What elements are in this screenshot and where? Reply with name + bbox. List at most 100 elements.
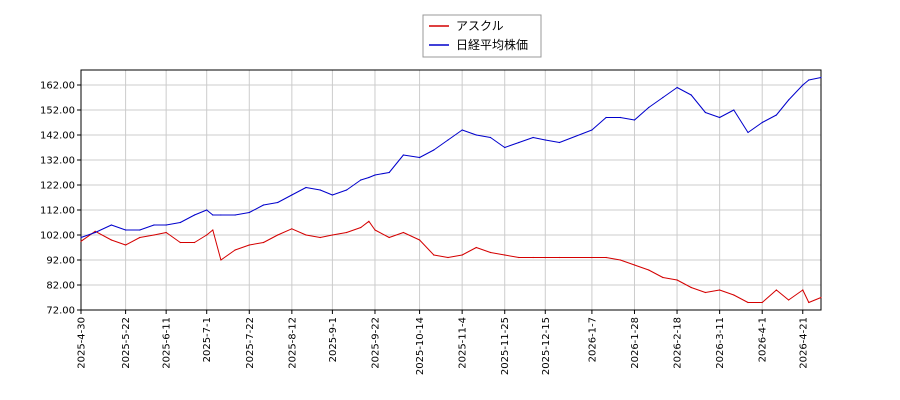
data-point (94, 231, 96, 234)
y-tick-label: 142.00 (40, 131, 75, 142)
data-point (489, 251, 492, 254)
data-point (360, 226, 362, 229)
data-point (704, 111, 707, 114)
data-point (558, 256, 561, 259)
y-tick-label: 122.00 (40, 181, 75, 192)
data-point (319, 236, 321, 239)
data-point (591, 129, 593, 131)
data-point (619, 259, 621, 261)
x-tick-label: 2025-11-4 (458, 317, 469, 369)
data-point (346, 189, 348, 191)
data-point (820, 296, 822, 299)
x-tick-label: 2026-3-11 (715, 317, 726, 369)
series-line-askul (80, 220, 822, 303)
data-point (788, 299, 790, 301)
data-point (125, 229, 127, 231)
data-point (277, 201, 279, 204)
data-point (139, 236, 141, 239)
data-point (461, 129, 463, 131)
data-point (277, 234, 279, 236)
data-point (346, 231, 348, 234)
data-point (419, 156, 421, 159)
data-point (206, 209, 208, 211)
x-tick-label: 2026-4-21 (798, 317, 809, 369)
y-axis: 72.00 82.00 92.00 102.00 112.00 122.00 132.00 1… (40, 81, 81, 317)
series-lines (80, 76, 822, 304)
data-point (447, 256, 449, 259)
data-point (704, 291, 707, 294)
data-point (633, 264, 636, 266)
data-point (489, 136, 492, 139)
data-point (808, 301, 810, 304)
data-point (733, 294, 735, 296)
y-tick-label: 162.00 (40, 81, 75, 92)
x-tick-label: 2025-9-1 (328, 317, 339, 362)
data-point (331, 234, 333, 236)
data-point (305, 234, 307, 236)
x-tick-label: 2026-1-7 (587, 317, 598, 362)
data-point (808, 79, 810, 81)
data-point (153, 224, 155, 226)
data-point (447, 139, 449, 141)
data-point (532, 136, 534, 139)
x-tick-label: 2026-4-1 (758, 317, 769, 362)
data-point (504, 146, 506, 149)
data-point (788, 99, 790, 101)
data-point (305, 186, 307, 189)
data-point (153, 234, 155, 236)
x-tick-label: 2026-1-28 (630, 317, 641, 369)
plot-frame (80, 69, 822, 311)
data-point (125, 244, 127, 246)
y-tick-label: 152.00 (40, 106, 75, 117)
data-point (220, 214, 222, 216)
data-point (775, 289, 778, 291)
data-point (802, 289, 804, 291)
data-point (747, 131, 749, 134)
data-point (179, 221, 181, 224)
data-point (360, 179, 362, 181)
data-point (212, 229, 214, 231)
x-tick-label: 2025-8-12 (287, 317, 298, 369)
data-point (544, 256, 546, 259)
data-point (374, 174, 376, 176)
x-tick-label: 2025-11-25 (500, 317, 511, 375)
data-point (206, 234, 208, 236)
data-point (802, 84, 804, 86)
data-point (388, 236, 390, 239)
x-axis: 2025-4-30 2025-5-22 2025-6-11 2025-7-1 2025-… (77, 310, 809, 375)
data-point (248, 211, 250, 214)
data-point (676, 279, 678, 281)
data-point (761, 121, 763, 124)
data-point (544, 139, 546, 141)
x-tick-label: 2026-2-18 (673, 317, 684, 369)
data-point (733, 109, 735, 111)
data-point (532, 256, 534, 259)
data-point (212, 214, 214, 216)
y-tick-label: 92.00 (46, 256, 75, 267)
y-tick-label: 82.00 (46, 281, 75, 292)
data-point (761, 301, 763, 304)
data-point (193, 241, 196, 244)
data-point (504, 254, 506, 256)
data-point (388, 171, 390, 174)
data-point (558, 141, 561, 144)
data-point (648, 106, 650, 109)
data-point (662, 96, 664, 99)
data-point (605, 116, 607, 119)
data-point (475, 134, 477, 136)
x-tick-label: 2025-12-15 (541, 317, 552, 375)
data-point (775, 114, 778, 116)
data-point (433, 149, 435, 151)
y-tick-label: 112.00 (40, 206, 75, 217)
data-point (402, 154, 404, 156)
data-point (475, 246, 477, 249)
data-point (80, 240, 82, 242)
y-tick-label: 72.00 (46, 306, 75, 317)
x-tick-label: 2025-6-11 (162, 317, 173, 369)
data-point (374, 229, 376, 231)
x-tick-label: 2025-4-30 (77, 317, 88, 369)
data-point (319, 189, 321, 191)
data-point (331, 194, 333, 196)
data-point (262, 241, 265, 244)
data-point (433, 254, 435, 256)
